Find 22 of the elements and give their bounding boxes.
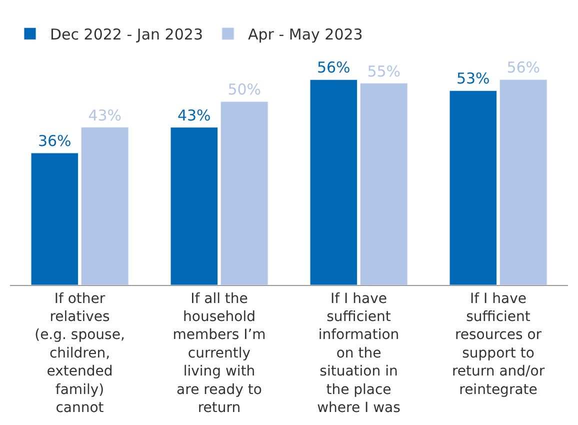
bar [220,101,268,285]
x-tick-label: If other relatives (e.g. spouse, children, extended family) cannot [34,290,125,416]
x-tick-label: If all the household members I’m currently living with are ready to return [172,290,266,416]
data-label: 55% [367,62,401,80]
bar [81,127,129,285]
bar [449,90,497,285]
legend-label: Apr - May 2023 [248,26,363,44]
bar [170,127,218,285]
x-tick-label: If I have sufficient resources or support to return and/or reintegrate [452,290,545,398]
data-label: 53% [456,70,490,88]
bar [310,79,358,285]
data-label: 56% [506,58,540,77]
data-label: 43% [177,106,211,124]
bar [500,79,548,285]
data-label: 50% [228,80,262,99]
data-label: 36% [38,132,72,150]
data-label: 43% [88,106,122,124]
legend-label: Dec 2022 - Jan 2023 [50,26,203,44]
bar [360,83,408,285]
data-label: 56% [316,58,350,77]
bar [30,152,78,285]
x-tick-label: If I have sufficient information on the situation in the place where I was [317,290,400,416]
